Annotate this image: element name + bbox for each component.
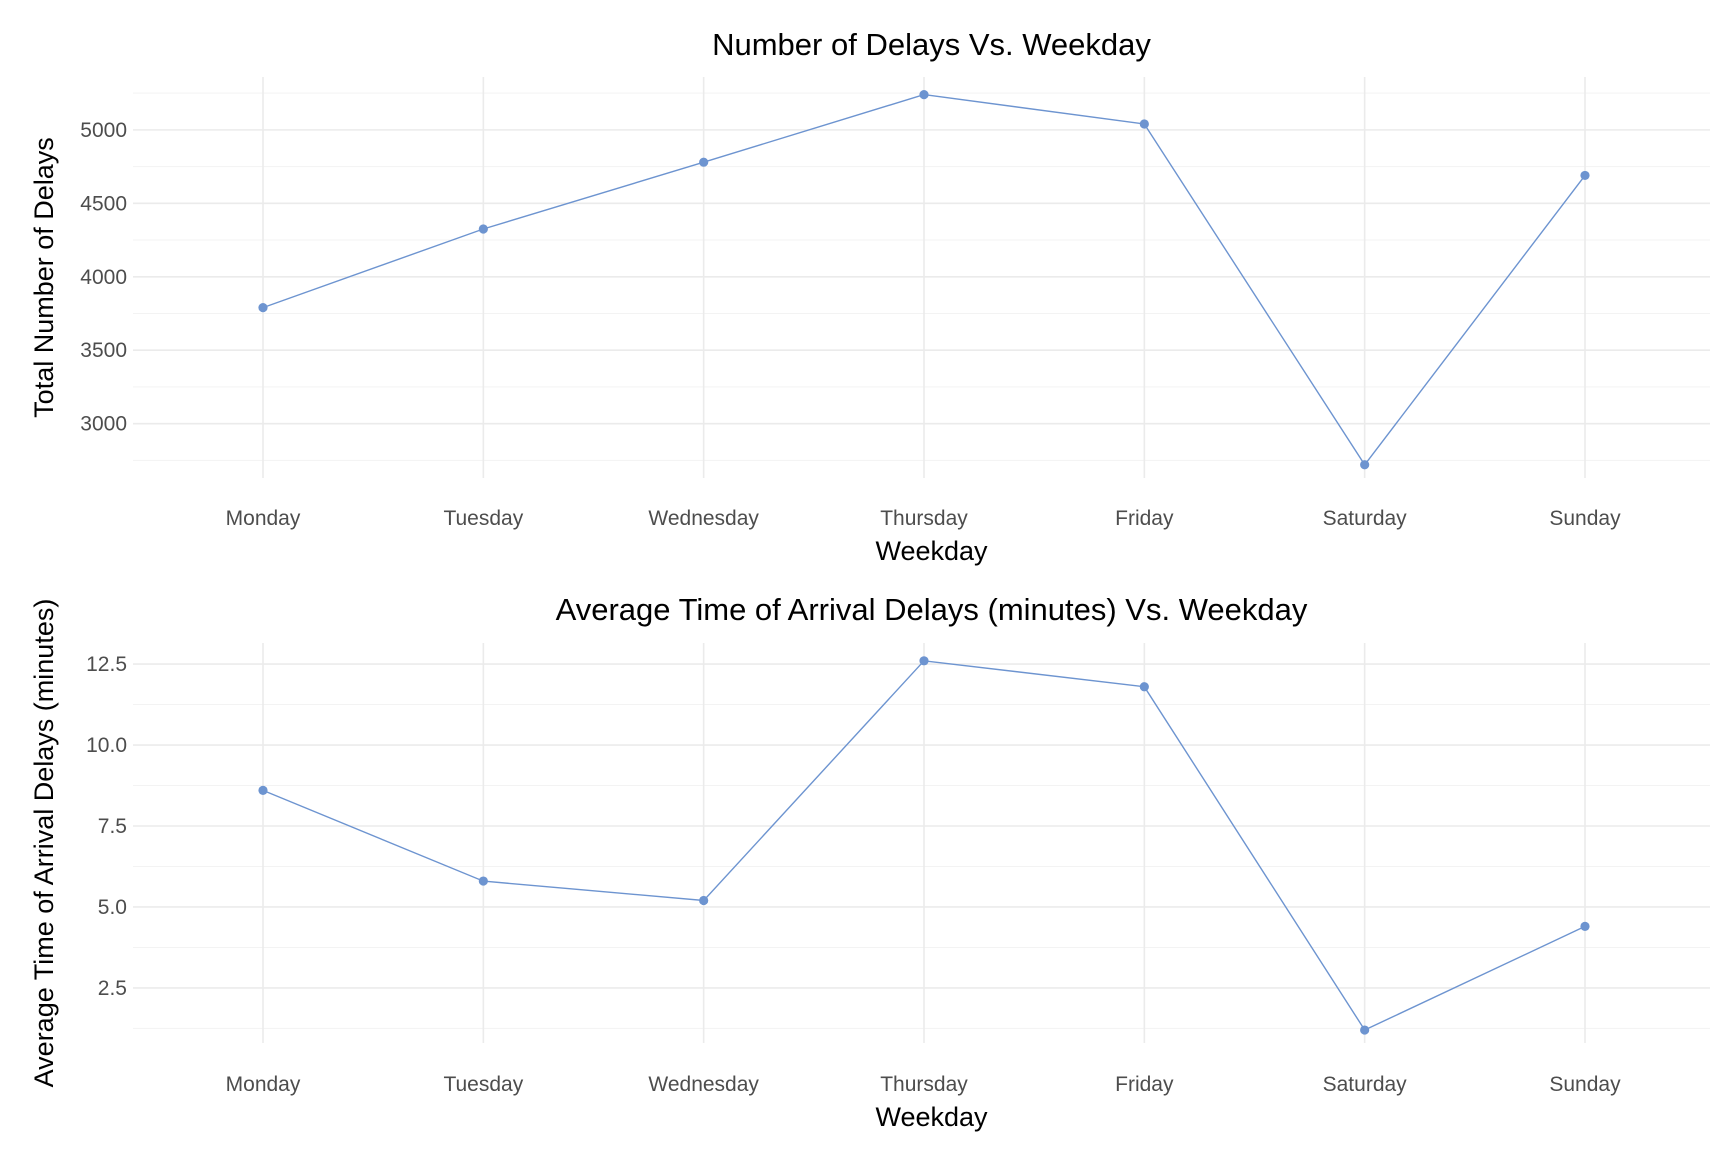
delays-count-chart: 3000 3500 4000 4500 5000 Monday Tuesday Wednesd… [29,27,1710,566]
y-tick-label: 7.5 [98,815,127,838]
x-axis-title: Weekday [875,1102,988,1132]
y-tick-label: 5000 [80,119,127,142]
data-point [699,157,709,167]
y-tick-label: 3000 [80,413,127,436]
data-point [1360,460,1370,470]
data-point [1580,921,1590,932]
data-point [1139,119,1149,129]
y-axis-title: Average Time of Arrival Delays (minutes) [29,599,59,1088]
data-point [258,303,268,313]
x-tick-label: Friday [1115,1073,1174,1096]
data-point [919,90,929,100]
chart-title: Average Time of Arrival Delays (minutes)… [556,592,1308,627]
data-point [1139,682,1149,692]
y-tick-label: 3500 [80,339,127,362]
chart-title: Number of Delays Vs. Weekday [712,27,1151,62]
x-tick-label: Tuesday [443,507,523,530]
x-tick-label: Sunday [1549,507,1621,530]
y-axis-title: Total Number of Delays [29,137,59,418]
x-tick-label: Monday [226,507,301,530]
y-tick-label: 10.0 [86,734,127,757]
data-point [699,895,709,906]
data-point [478,876,488,886]
x-tick-label: Monday [226,1073,301,1096]
x-tick-label: Thursday [880,1073,968,1096]
x-axis-title: Weekday [875,536,988,566]
y-tick-label: 4000 [80,266,127,289]
x-tick-label: Saturday [1323,1073,1408,1096]
x-tick-label: Tuesday [443,1073,523,1096]
y-tick-label: 4500 [80,192,127,215]
data-point [919,656,929,666]
y-tick-label: 5.0 [98,896,127,919]
x-tick-label: Sunday [1549,1073,1621,1096]
data-point [1580,170,1590,181]
x-tick-label: Saturday [1323,507,1408,530]
x-tick-label: Friday [1115,507,1174,530]
x-tick-label: Wednesday [648,1073,759,1096]
avg-arrival-delay-chart: 2.5 5.0 7.5 10.0 12.5 Monday Tuesday Wednesday T… [29,592,1710,1132]
data-point [1360,1025,1370,1035]
y-tick-label: 12.5 [86,653,127,676]
y-tick-label: 2.5 [98,977,127,1000]
x-tick-label: Wednesday [648,507,759,530]
data-point [478,224,488,234]
data-point [258,785,268,795]
x-tick-label: Thursday [880,507,968,530]
